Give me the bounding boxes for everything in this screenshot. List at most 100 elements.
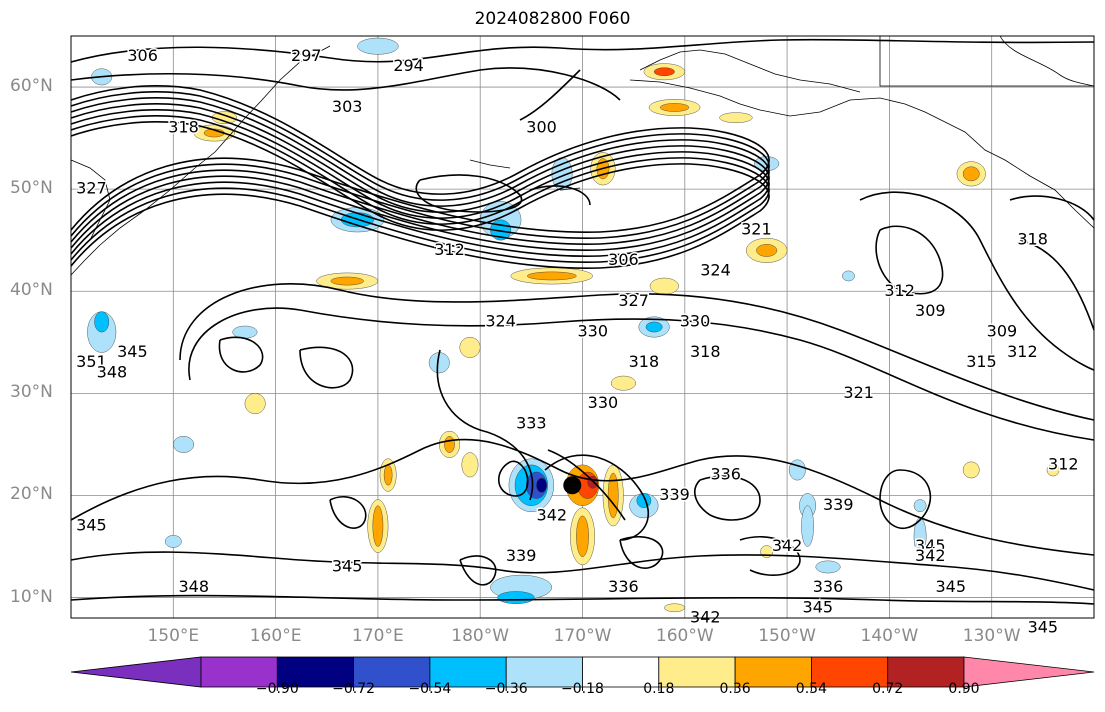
coastline-segment xyxy=(879,36,1094,87)
anomaly-fill xyxy=(756,244,778,257)
colorbar-tick-label: 0.18 xyxy=(643,681,675,697)
contour-label: 330 xyxy=(680,311,711,330)
contour-label: 342 xyxy=(690,608,721,627)
contour-label: 339 xyxy=(823,495,854,514)
contour-label: 312 xyxy=(434,240,465,259)
contour-label: 309 xyxy=(987,322,1018,341)
theta-contour xyxy=(70,38,1095,63)
lon-label: 150°W xyxy=(758,626,816,646)
anomaly-fill xyxy=(164,535,182,548)
contour-label: 306 xyxy=(127,46,158,65)
map-title: 2024082800 F060 xyxy=(474,9,631,29)
lat-label: 20°N xyxy=(10,484,53,505)
contour-label: 345 xyxy=(117,342,148,361)
contour-label: 333 xyxy=(516,414,547,433)
lon-label: 140°W xyxy=(860,626,919,646)
contour-label: 345 xyxy=(803,597,834,616)
colorbar-segment xyxy=(658,656,736,688)
theta-contour xyxy=(70,103,770,251)
contour-label: 339 xyxy=(659,485,690,504)
theta-contour xyxy=(70,67,621,101)
anomaly-fill xyxy=(244,393,266,414)
contour-label: 318 xyxy=(168,117,199,136)
anomaly-fill xyxy=(497,591,535,604)
contour-label: 348 xyxy=(97,362,128,381)
lon-label: 160°E xyxy=(249,626,302,646)
anomaly-fill xyxy=(383,464,393,486)
anomaly-fill xyxy=(913,499,927,513)
contour-label: 330 xyxy=(577,322,608,341)
contour-label: 345 xyxy=(1028,618,1059,637)
anomaly-fill xyxy=(459,337,481,358)
contour-label: 324 xyxy=(700,260,731,279)
anomaly-fill xyxy=(372,505,384,547)
colorbar-tick-label: −0.90 xyxy=(255,681,299,697)
colorbar-segment xyxy=(276,656,354,688)
theta-contour xyxy=(188,307,1095,441)
colorbar-segment xyxy=(811,656,889,688)
contour-label: 336 xyxy=(608,577,639,596)
contour-label: 309 xyxy=(915,301,946,320)
anomaly-fill xyxy=(649,277,679,295)
contour-label: 294 xyxy=(393,56,424,75)
contour-label: 321 xyxy=(843,383,874,402)
anomaly-fill xyxy=(962,461,980,479)
anomaly-fill xyxy=(842,270,855,282)
coastline-segment xyxy=(639,49,861,93)
contour-label: 318 xyxy=(1017,230,1048,249)
contour-label: 342 xyxy=(915,546,946,565)
colorbar-segment xyxy=(429,656,507,688)
lon-label: 130°W xyxy=(962,626,1021,646)
theta-contour xyxy=(70,109,770,257)
contour-labels: 306 297 294 303 318 300 327 312 306 324 321 327 330 3… xyxy=(75,44,1080,638)
colorbar-tick-label: −0.18 xyxy=(561,681,604,697)
contour-label: 300 xyxy=(526,117,557,136)
anomaly-fill xyxy=(962,166,980,182)
coastline-segment xyxy=(469,159,511,169)
theta-contour xyxy=(329,495,367,529)
anomaly-fill xyxy=(444,436,455,453)
anomaly-fill xyxy=(815,560,841,574)
colorbar-tick-label: −0.36 xyxy=(484,681,528,697)
theta-contour xyxy=(70,115,770,263)
colorbar-extend-high xyxy=(963,656,1095,688)
theta-contour xyxy=(619,535,664,569)
coastline-segment xyxy=(999,35,1095,87)
contour-label: 336 xyxy=(710,465,741,484)
anomaly-fill xyxy=(173,436,194,453)
anomaly-fill xyxy=(719,112,753,123)
anomaly-fill xyxy=(645,321,663,333)
theta-contour xyxy=(694,475,761,521)
colorbar-tick-label: 0.36 xyxy=(719,681,751,697)
storm-center-dot xyxy=(563,476,582,495)
theta-contour xyxy=(519,69,581,121)
contour-label: 312 xyxy=(1048,454,1079,473)
anomaly-fill xyxy=(788,459,806,481)
theta-contour xyxy=(459,555,497,586)
theta-contour xyxy=(1009,195,1095,221)
contour-label: 351 xyxy=(76,352,107,371)
theta-contour xyxy=(436,349,534,501)
contour-label: 312 xyxy=(1007,342,1038,361)
contour-label: 318 xyxy=(690,342,721,361)
theta-contours xyxy=(70,38,1095,605)
contour-label: 306 xyxy=(608,250,639,269)
contour-label: 312 xyxy=(884,281,915,300)
map-frame xyxy=(70,35,1095,619)
anomaly-fill xyxy=(664,603,686,613)
contour-label: 324 xyxy=(485,311,516,330)
lat-label: 50°N xyxy=(10,178,53,199)
lat-label: 40°N xyxy=(10,280,53,301)
anomaly-fill xyxy=(1046,463,1060,477)
theta-contour xyxy=(544,454,650,541)
contour-label: 327 xyxy=(76,179,107,198)
lat-label: 10°N xyxy=(10,586,53,607)
lat-label: 60°N xyxy=(10,76,53,97)
contour-label: 342 xyxy=(537,505,568,524)
theta-contour xyxy=(70,551,1095,591)
colorbar-segment xyxy=(200,656,278,688)
anomaly-fill xyxy=(330,276,364,286)
contour-label: 315 xyxy=(966,352,997,371)
contour-label: 321 xyxy=(741,220,772,239)
theta-contour xyxy=(179,283,1095,421)
